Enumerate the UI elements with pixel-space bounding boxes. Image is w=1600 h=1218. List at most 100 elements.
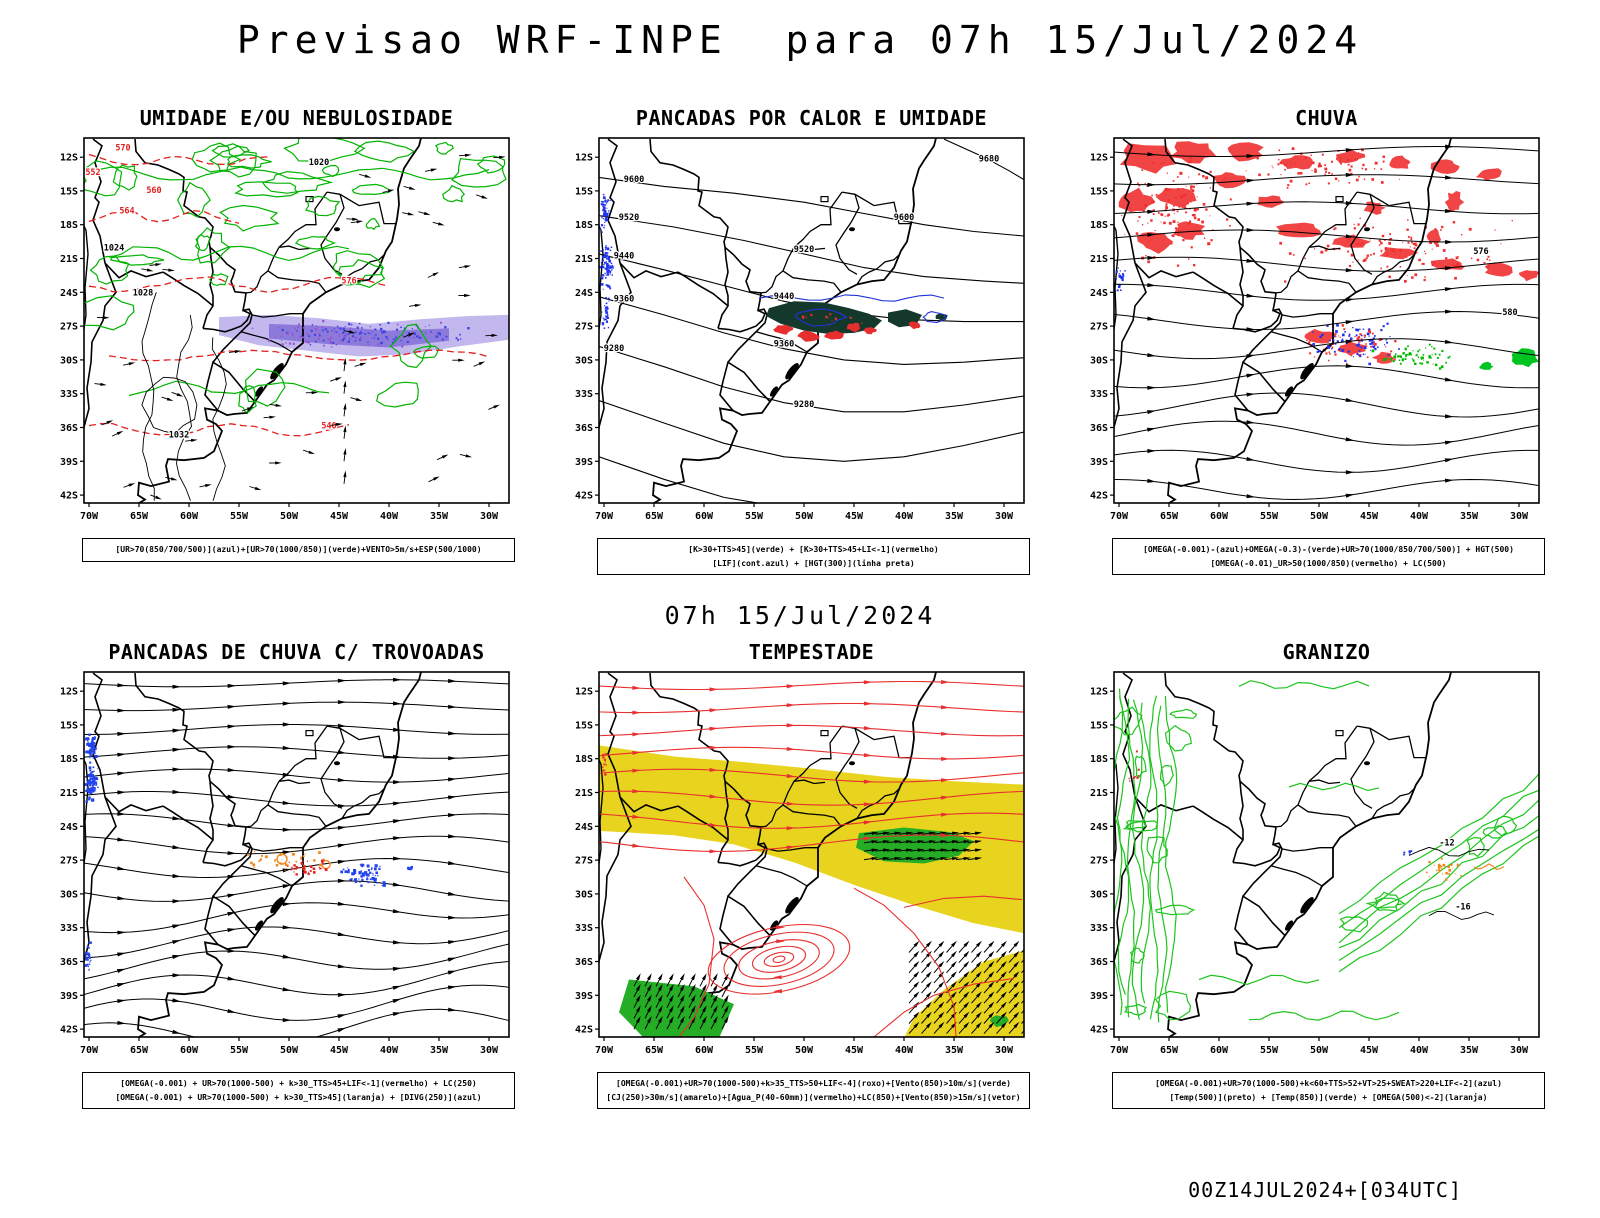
svg-text:45W: 45W — [1360, 511, 1379, 522]
svg-text:21S: 21S — [60, 254, 78, 265]
svg-text:27S: 27S — [1090, 856, 1108, 867]
svg-text:1032: 1032 — [169, 431, 189, 441]
svg-text:55W: 55W — [230, 511, 249, 522]
svg-text:33S: 33S — [60, 923, 78, 934]
svg-text:35W: 35W — [1460, 1045, 1479, 1056]
svg-text:9360: 9360 — [774, 339, 794, 349]
svg-text:36S: 36S — [1090, 957, 1108, 968]
svg-text:-12: -12 — [1439, 839, 1454, 849]
svg-text:39S: 39S — [60, 991, 78, 1002]
svg-text:36S: 36S — [575, 423, 593, 434]
svg-text:9440: 9440 — [614, 252, 634, 262]
svg-text:30W: 30W — [1510, 1045, 1529, 1056]
svg-text:30S: 30S — [60, 890, 78, 901]
svg-text:9600: 9600 — [624, 175, 644, 185]
svg-text:39S: 39S — [1090, 457, 1108, 468]
svg-text:60W: 60W — [695, 511, 714, 522]
svg-text:65W: 65W — [645, 511, 664, 522]
svg-text:21S: 21S — [1090, 254, 1108, 265]
caption-box: [OMEGA(-0.001)+UR>70(1000-500)+k<60+TTS>… — [1112, 1072, 1545, 1109]
svg-text:70W: 70W — [1110, 511, 1129, 522]
panels-row-bottom: PANCADAS DE CHUVA C/ TROVOADAS 12S 15S 18S… — [0, 640, 1600, 1109]
svg-text:70W: 70W — [595, 1045, 614, 1056]
caption-box: [OMEGA(-0.001)+UR>70(1000-500)+k>35_TTS>… — [597, 1072, 1030, 1109]
svg-text:30S: 30S — [575, 890, 593, 901]
caption-box: [OMEGA(-0.001) + UR>70(1000-500) + k>30_… — [82, 1072, 515, 1109]
svg-text:42S: 42S — [1090, 1025, 1108, 1036]
svg-text:70W: 70W — [80, 511, 99, 522]
svg-text:42S: 42S — [1090, 491, 1108, 502]
svg-text:45W: 45W — [845, 1045, 864, 1056]
svg-text:12S: 12S — [1090, 153, 1108, 164]
svg-text:33S: 33S — [60, 389, 78, 400]
svg-text:36S: 36S — [60, 423, 78, 434]
forecast-map: 57658012S15S18S21S24S27S30S33S36S39S42S7… — [1086, 136, 1544, 528]
svg-text:30S: 30S — [60, 355, 78, 366]
svg-text:30W: 30W — [480, 1045, 499, 1056]
svg-text:35W: 35W — [1460, 511, 1479, 522]
svg-text:580: 580 — [1502, 308, 1517, 318]
panel-title: CHUVA — [1114, 106, 1539, 130]
panel-title: PANCADAS POR CALOR E UMIDADE — [599, 106, 1024, 130]
svg-text:1020: 1020 — [309, 158, 329, 168]
caption-line: [K>30+TTS>45](verde) + [K>30+TTS>45+LI<-… — [599, 543, 1028, 557]
svg-text:27S: 27S — [60, 322, 78, 333]
svg-text:21S: 21S — [575, 254, 593, 265]
caption-box: [K>30+TTS>45](verde) + [K>30+TTS>45+LI<-… — [597, 538, 1030, 575]
caption-line: [Temp(500)](preto) + [Temp(850)](verde) … — [1114, 1091, 1543, 1105]
svg-text:12S: 12S — [575, 687, 593, 698]
svg-text:42S: 42S — [60, 1025, 78, 1036]
svg-text:30W: 30W — [480, 511, 499, 522]
svg-text:30W: 30W — [1510, 511, 1529, 522]
svg-text:50W: 50W — [280, 1045, 299, 1056]
svg-text:35W: 35W — [945, 511, 964, 522]
svg-text:24S: 24S — [1090, 288, 1108, 299]
svg-text:40W: 40W — [380, 1045, 399, 1056]
svg-text:39S: 39S — [60, 457, 78, 468]
svg-text:50W: 50W — [1310, 1045, 1329, 1056]
svg-text:15S: 15S — [60, 186, 78, 197]
svg-text:15S: 15S — [60, 721, 78, 732]
svg-text:45W: 45W — [1360, 1045, 1379, 1056]
svg-text:36S: 36S — [575, 957, 593, 968]
svg-text:35W: 35W — [430, 511, 449, 522]
svg-text:65W: 65W — [1160, 1045, 1179, 1056]
caption-box: [OMEGA(-0.001)-(azul)+OMEGA(-0.3)-(verde… — [1112, 538, 1545, 575]
svg-text:30W: 30W — [995, 1045, 1014, 1056]
svg-text:21S: 21S — [1090, 788, 1108, 799]
svg-text:9280: 9280 — [794, 400, 814, 410]
svg-text:65W: 65W — [645, 1045, 664, 1056]
svg-text:9680: 9680 — [979, 155, 999, 165]
svg-text:65W: 65W — [130, 511, 149, 522]
svg-text:60W: 60W — [1210, 1045, 1229, 1056]
svg-text:-16: -16 — [1455, 903, 1470, 913]
svg-text:50W: 50W — [795, 511, 814, 522]
panel-title: PANCADAS DE CHUVA C/ TROVOADAS — [84, 640, 509, 664]
svg-text:30W: 30W — [995, 511, 1014, 522]
panel-title: UMIDADE E/OU NEBULOSIDADE — [84, 106, 509, 130]
svg-text:9280: 9280 — [604, 344, 624, 354]
svg-text:50W: 50W — [795, 1045, 814, 1056]
svg-text:18S: 18S — [575, 754, 593, 765]
svg-text:15S: 15S — [575, 721, 593, 732]
svg-text:9520: 9520 — [794, 245, 814, 255]
svg-text:21S: 21S — [575, 788, 593, 799]
svg-text:15S: 15S — [1090, 186, 1108, 197]
svg-text:55W: 55W — [230, 1045, 249, 1056]
svg-text:1028: 1028 — [133, 289, 153, 299]
svg-text:1024: 1024 — [104, 244, 124, 254]
svg-text:9360: 9360 — [614, 294, 634, 304]
valid-time-label: 07h 15/Jul/2024 — [0, 601, 1600, 630]
svg-text:40W: 40W — [895, 1045, 914, 1056]
svg-text:540: 540 — [321, 422, 336, 432]
svg-text:40W: 40W — [895, 511, 914, 522]
svg-text:39S: 39S — [575, 991, 593, 1002]
svg-text:24S: 24S — [1090, 822, 1108, 833]
svg-text:39S: 39S — [1090, 991, 1108, 1002]
svg-text:33S: 33S — [575, 923, 593, 934]
